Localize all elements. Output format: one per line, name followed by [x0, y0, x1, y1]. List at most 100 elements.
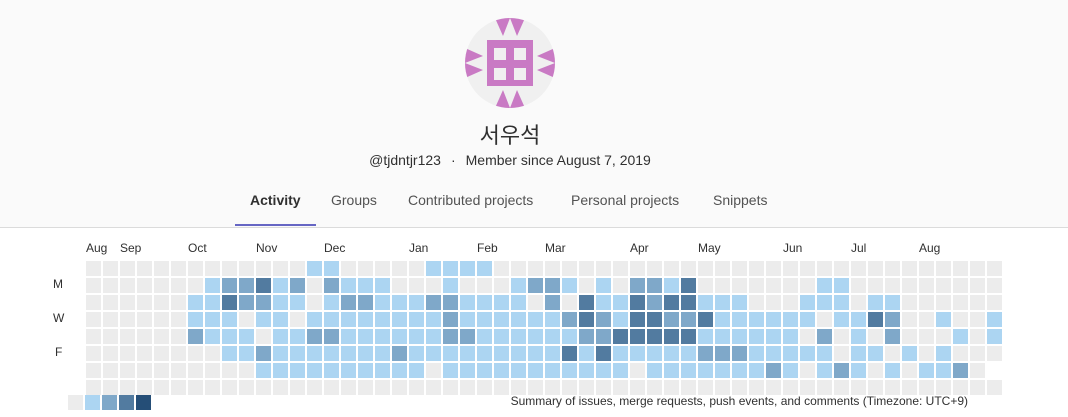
contribution-day-cell[interactable]	[494, 329, 509, 344]
contribution-day-cell[interactable]	[154, 329, 169, 344]
contribution-day-cell[interactable]	[324, 363, 339, 378]
contribution-day-cell[interactable]	[681, 346, 696, 361]
tab-activity[interactable]: Activity	[250, 192, 301, 208]
contribution-day-cell[interactable]	[86, 380, 101, 395]
contribution-day-cell[interactable]	[885, 346, 900, 361]
contribution-day-cell[interactable]	[494, 295, 509, 310]
contribution-day-cell[interactable]	[392, 329, 407, 344]
contribution-day-cell[interactable]	[545, 329, 560, 344]
contribution-day-cell[interactable]	[409, 295, 424, 310]
contribution-day-cell[interactable]	[324, 346, 339, 361]
contribution-day-cell[interactable]	[681, 363, 696, 378]
contribution-day-cell[interactable]	[630, 363, 645, 378]
contribution-day-cell[interactable]	[545, 261, 560, 276]
contribution-day-cell[interactable]	[341, 278, 356, 293]
contribution-day-cell[interactable]	[596, 329, 611, 344]
contribution-day-cell[interactable]	[681, 295, 696, 310]
contribution-day-cell[interactable]	[358, 312, 373, 327]
contribution-day-cell[interactable]	[868, 312, 883, 327]
contribution-day-cell[interactable]	[426, 295, 441, 310]
contribution-day-cell[interactable]	[817, 329, 832, 344]
contribution-day-cell[interactable]	[375, 261, 390, 276]
contribution-day-cell[interactable]	[545, 278, 560, 293]
contribution-day-cell[interactable]	[188, 295, 203, 310]
contribution-day-cell[interactable]	[596, 312, 611, 327]
contribution-day-cell[interactable]	[86, 295, 101, 310]
contribution-day-cell[interactable]	[596, 346, 611, 361]
contribution-day-cell[interactable]	[86, 363, 101, 378]
contribution-day-cell[interactable]	[851, 346, 866, 361]
contribution-day-cell[interactable]	[222, 346, 237, 361]
contribution-day-cell[interactable]	[579, 261, 594, 276]
contribution-day-cell[interactable]	[817, 312, 832, 327]
contribution-day-cell[interactable]	[817, 346, 832, 361]
contribution-day-cell[interactable]	[256, 295, 271, 310]
contribution-day-cell[interactable]	[902, 346, 917, 361]
contribution-day-cell[interactable]	[528, 380, 543, 395]
contribution-day-cell[interactable]	[154, 346, 169, 361]
contribution-day-cell[interactable]	[188, 346, 203, 361]
contribution-day-cell[interactable]	[545, 295, 560, 310]
contribution-day-cell[interactable]	[647, 278, 662, 293]
contribution-day-cell[interactable]	[579, 295, 594, 310]
contribution-day-cell[interactable]	[749, 380, 764, 395]
contribution-day-cell[interactable]	[579, 329, 594, 344]
contribution-day-cell[interactable]	[460, 295, 475, 310]
contribution-day-cell[interactable]	[766, 329, 781, 344]
contribution-day-cell[interactable]	[239, 363, 254, 378]
contribution-day-cell[interactable]	[936, 380, 951, 395]
contribution-day-cell[interactable]	[868, 346, 883, 361]
contribution-day-cell[interactable]	[902, 363, 917, 378]
contribution-day-cell[interactable]	[239, 278, 254, 293]
contribution-day-cell[interactable]	[477, 278, 492, 293]
contribution-day-cell[interactable]	[103, 380, 118, 395]
contribution-day-cell[interactable]	[613, 261, 628, 276]
contribution-day-cell[interactable]	[953, 278, 968, 293]
contribution-day-cell[interactable]	[919, 380, 934, 395]
contribution-day-cell[interactable]	[511, 295, 526, 310]
contribution-day-cell[interactable]	[460, 278, 475, 293]
contribution-day-cell[interactable]	[766, 380, 781, 395]
tab-personal-projects[interactable]: Personal projects	[571, 192, 680, 208]
contribution-day-cell[interactable]	[222, 261, 237, 276]
contribution-day-cell[interactable]	[630, 295, 645, 310]
contribution-day-cell[interactable]	[358, 295, 373, 310]
contribution-day-cell[interactable]	[222, 329, 237, 344]
contribution-day-cell[interactable]	[426, 312, 441, 327]
contribution-day-cell[interactable]	[256, 278, 271, 293]
contribution-day-cell[interactable]	[171, 380, 186, 395]
contribution-day-cell[interactable]	[86, 346, 101, 361]
contribution-day-cell[interactable]	[868, 295, 883, 310]
contribution-day-cell[interactable]	[579, 363, 594, 378]
contribution-day-cell[interactable]	[749, 346, 764, 361]
contribution-day-cell[interactable]	[596, 380, 611, 395]
contribution-day-cell[interactable]	[868, 278, 883, 293]
contribution-day-cell[interactable]	[562, 278, 577, 293]
contribution-day-cell[interactable]	[902, 261, 917, 276]
contribution-day-cell[interactable]	[103, 312, 118, 327]
contribution-day-cell[interactable]	[698, 380, 713, 395]
tab-contributed-projects[interactable]: Contributed projects	[408, 192, 534, 208]
contribution-day-cell[interactable]	[256, 329, 271, 344]
contribution-day-cell[interactable]	[783, 312, 798, 327]
contribution-day-cell[interactable]	[188, 329, 203, 344]
contribution-day-cell[interactable]	[188, 363, 203, 378]
contribution-day-cell[interactable]	[392, 295, 407, 310]
contribution-day-cell[interactable]	[613, 363, 628, 378]
contribution-day-cell[interactable]	[460, 329, 475, 344]
contribution-day-cell[interactable]	[290, 329, 305, 344]
contribution-day-cell[interactable]	[681, 261, 696, 276]
contribution-day-cell[interactable]	[528, 329, 543, 344]
contribution-day-cell[interactable]	[749, 363, 764, 378]
contribution-day-cell[interactable]	[392, 380, 407, 395]
contribution-day-cell[interactable]	[579, 278, 594, 293]
contribution-day-cell[interactable]	[834, 346, 849, 361]
contribution-day-cell[interactable]	[902, 278, 917, 293]
contribution-day-cell[interactable]	[239, 329, 254, 344]
contribution-day-cell[interactable]	[681, 278, 696, 293]
contribution-day-cell[interactable]	[783, 278, 798, 293]
contribution-day-cell[interactable]	[511, 329, 526, 344]
contribution-day-cell[interactable]	[120, 346, 135, 361]
contribution-day-cell[interactable]	[987, 346, 1002, 361]
contribution-day-cell[interactable]	[239, 346, 254, 361]
